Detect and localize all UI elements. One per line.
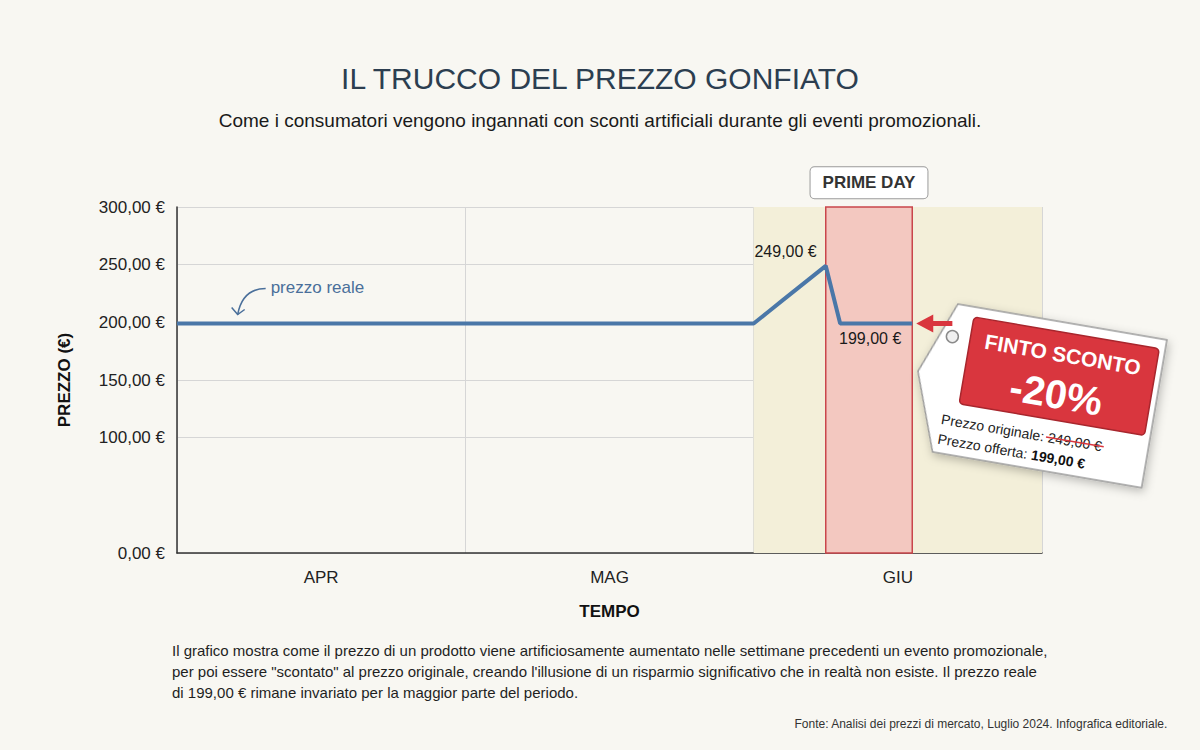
svg-text:Come i consumatori vengono ing: Come i consumatori vengono ingannati con… [219, 110, 982, 131]
svg-text:Prezzo offerta:: Prezzo offerta: [937, 431, 1029, 462]
svg-text:PRIME DAY: PRIME DAY [823, 173, 917, 192]
svg-text:250,00 €: 250,00 € [99, 255, 166, 274]
svg-text:FINTO SCONTO: FINTO SCONTO [983, 329, 1143, 380]
svg-text:Il grafico mostra come il prez: Il grafico mostra come il prezzo di un p… [172, 642, 1052, 659]
svg-text:MAG: MAG [590, 568, 629, 587]
svg-text:GIU: GIU [883, 568, 913, 587]
svg-text:di 199,00 € rimane invariato p: di 199,00 € rimane invariato per la magg… [172, 684, 578, 701]
svg-text:249,00 €: 249,00 € [1046, 429, 1104, 455]
svg-text:100,00 €: 100,00 € [99, 428, 166, 447]
svg-text:249,00 €: 249,00 € [754, 243, 816, 260]
svg-text:Prezzo originale:: Prezzo originale: [939, 411, 1046, 445]
svg-text:TEMPO: TEMPO [579, 602, 639, 621]
svg-text:199,00 €: 199,00 € [839, 330, 901, 347]
svg-text:150,00 €: 150,00 € [99, 371, 166, 390]
svg-text:prezzo reale: prezzo reale [271, 278, 365, 297]
svg-text:APR: APR [304, 568, 339, 587]
svg-text:Fonte: Analisi dei prezzi di m: Fonte: Analisi dei prezzi di mercato, Lu… [794, 717, 1167, 731]
svg-text:200,00 €: 200,00 € [99, 313, 166, 332]
svg-text:IL TRUCCO DEL PREZZO GONFIATO: IL TRUCCO DEL PREZZO GONFIATO [341, 62, 859, 95]
svg-text:0,00 €: 0,00 € [118, 544, 166, 563]
svg-text:-20%: -20% [1006, 364, 1105, 423]
svg-text:per poi essere "scontato" al p: per poi essere "scontato" al prezzo orig… [172, 663, 1041, 680]
svg-text:PREZZO (€): PREZZO (€) [55, 333, 74, 427]
svg-text:199,00 €: 199,00 € [1030, 447, 1087, 472]
svg-text:300,00 €: 300,00 € [99, 198, 166, 217]
